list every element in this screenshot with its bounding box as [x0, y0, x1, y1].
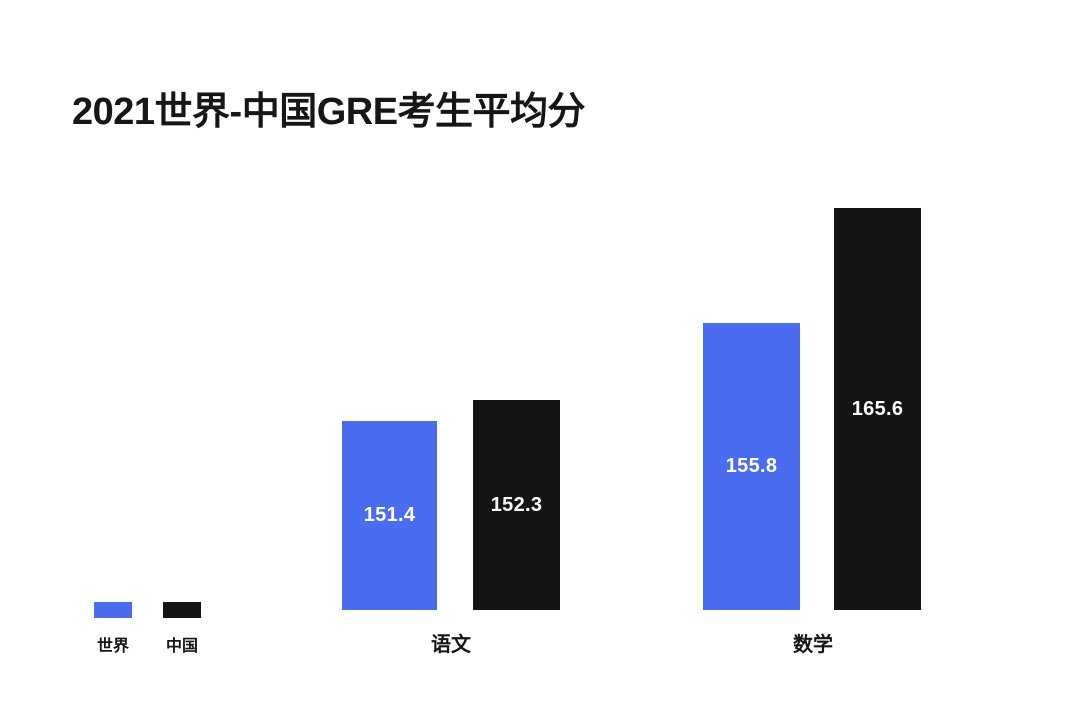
- legend-swatch-world: [94, 602, 132, 618]
- legend: 世界 中国: [0, 602, 260, 662]
- bar-value-world-math: 155.8: [725, 455, 778, 477]
- bar-value-china-verbal: 152.3: [490, 493, 543, 516]
- category-label-verbal: 语文: [431, 634, 471, 656]
- bar-china-verbal: 152.3: [473, 400, 560, 610]
- legend-item-world: 世界: [75, 602, 151, 656]
- legend-label-china: 中国: [165, 638, 198, 655]
- legend-swatch-china: [163, 602, 201, 618]
- bar-world-verbal: 151.4: [342, 421, 437, 610]
- legend-label-world: 世界: [96, 638, 129, 655]
- category-label-math: 数学: [793, 634, 833, 656]
- bar-china-math: 165.6: [834, 208, 921, 610]
- legend-item-china: 中国: [144, 602, 220, 656]
- bar-world-math: 155.8: [703, 323, 800, 610]
- chart-title: 2021世界-中国GRE考生平均分: [72, 91, 586, 133]
- bar-value-world-verbal: 151.4: [363, 504, 416, 526]
- bar-value-china-math: 165.6: [851, 397, 904, 420]
